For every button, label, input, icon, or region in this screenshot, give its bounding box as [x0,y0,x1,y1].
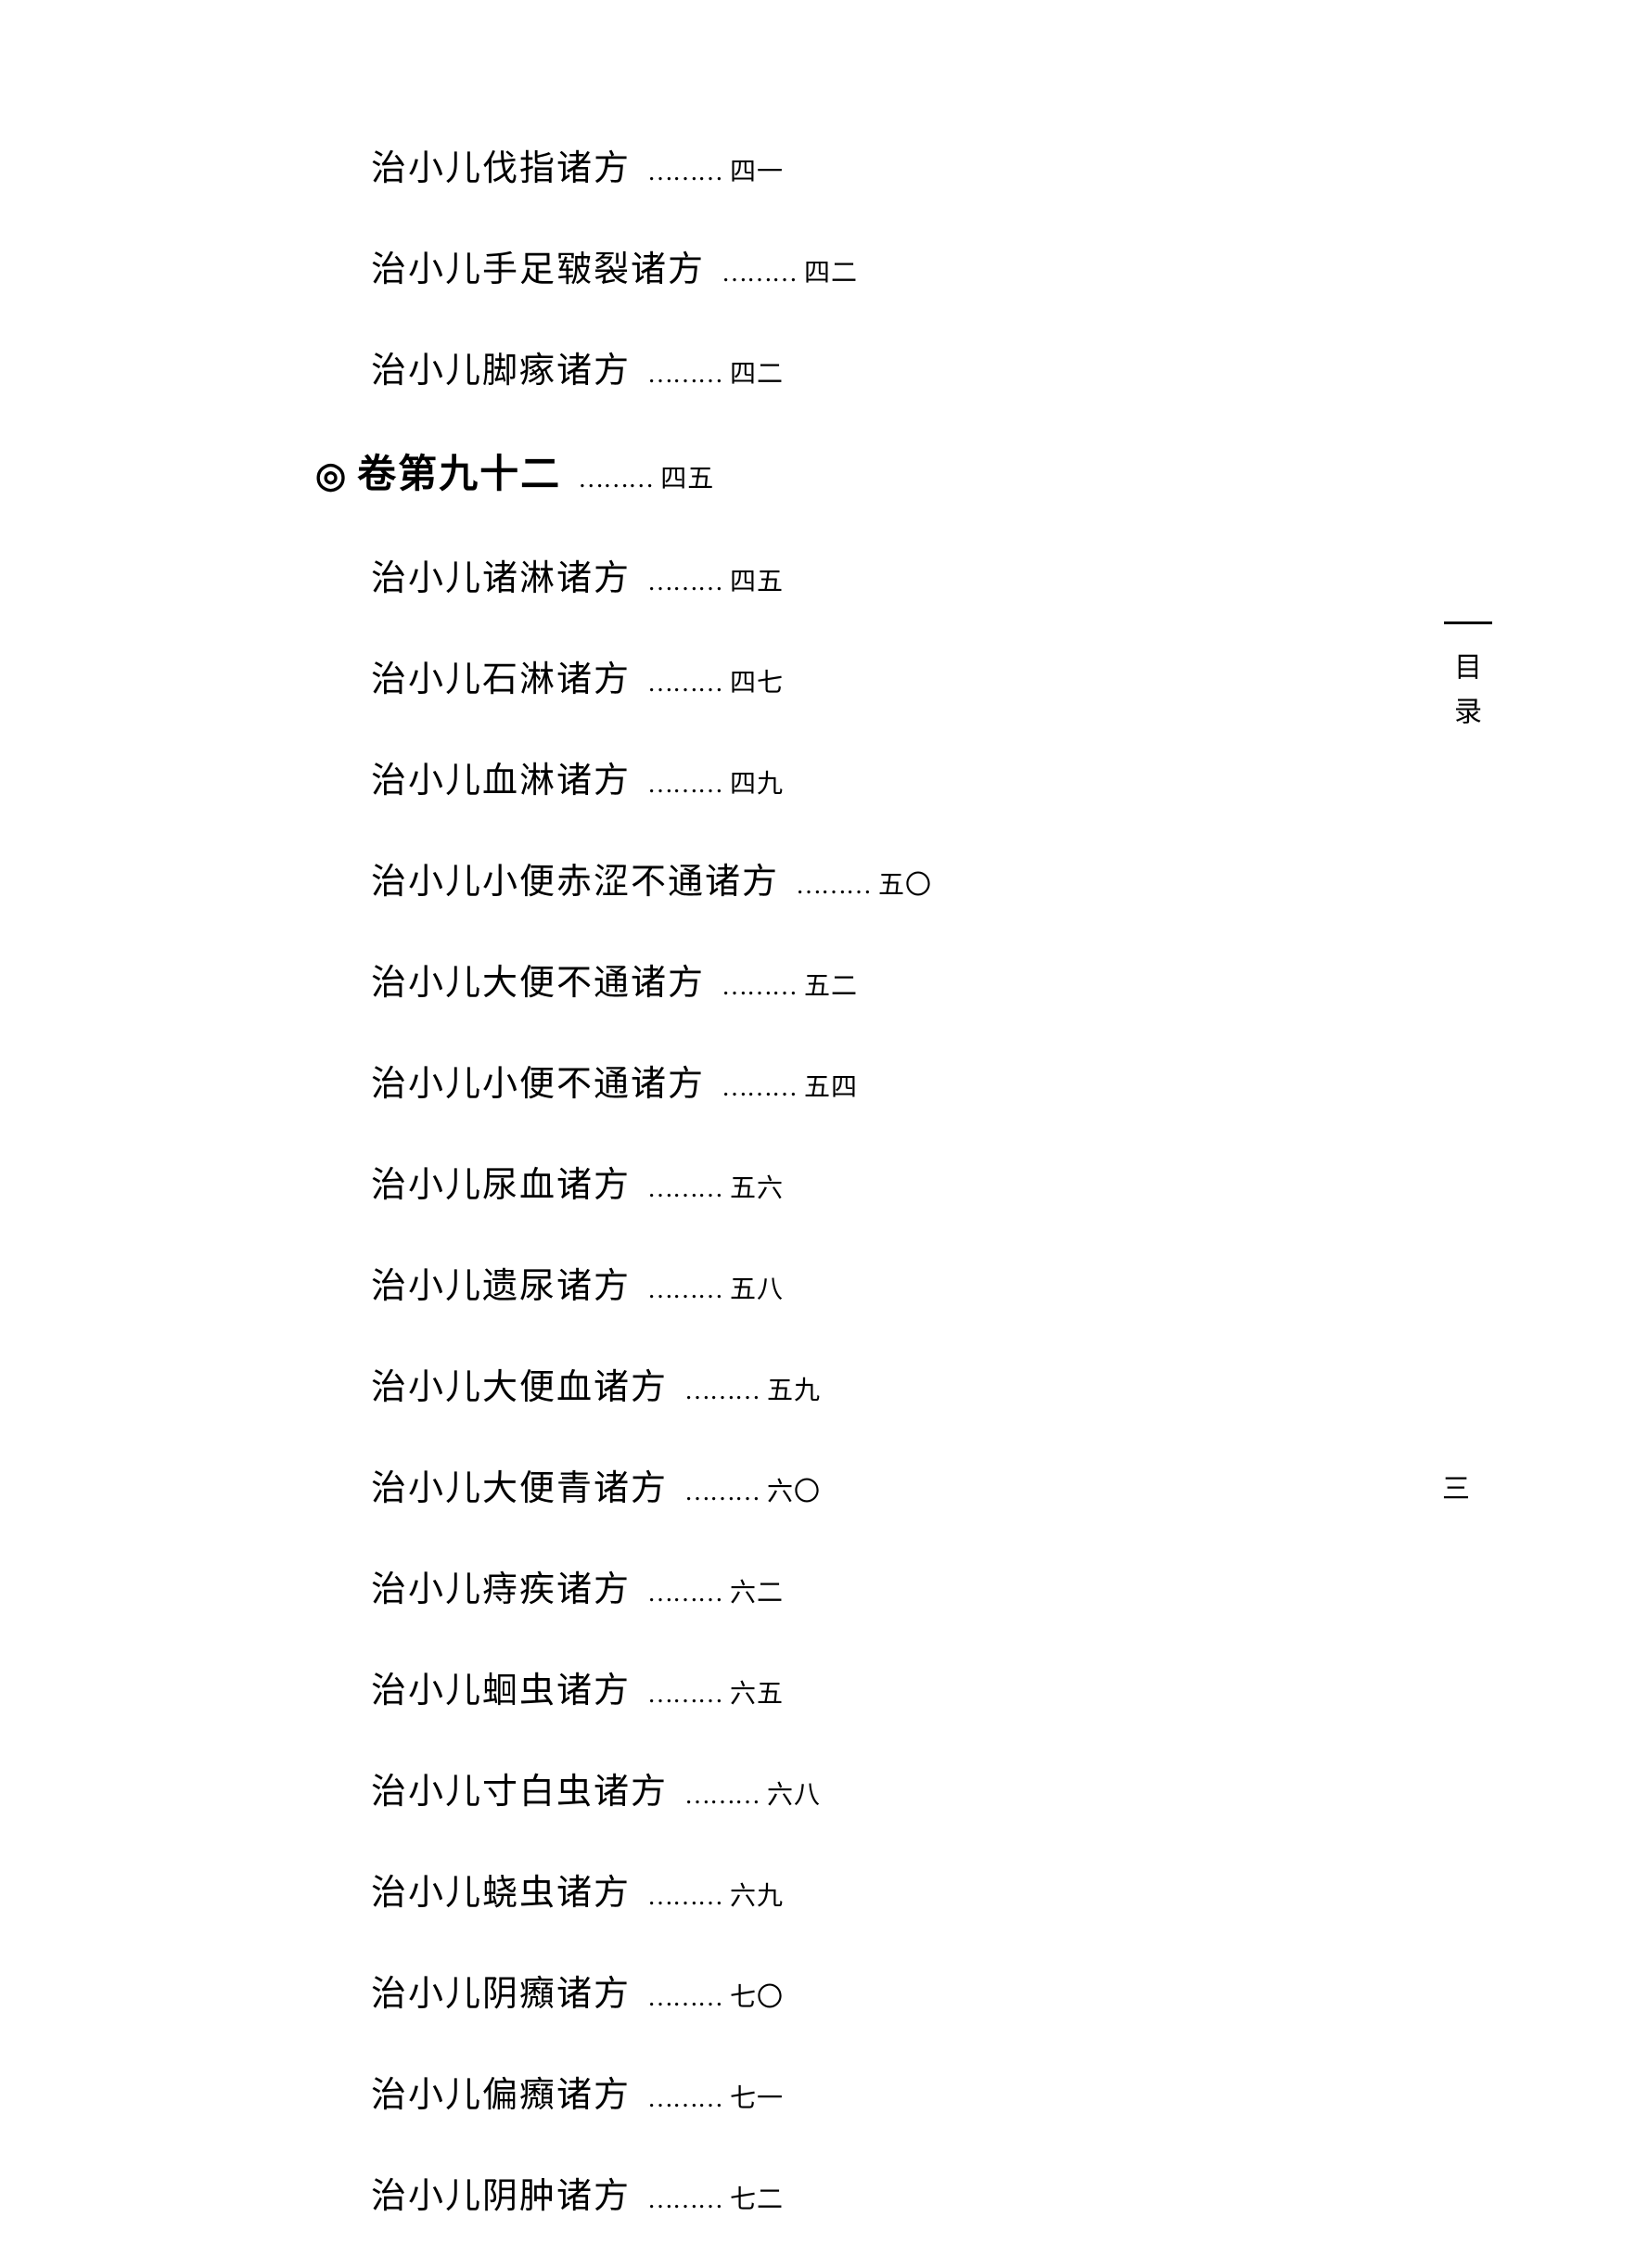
toc-entry-title: 治小儿寸白虫诸方 [371,1762,668,1813]
toc-leader-dots: ……… [647,360,722,390]
toc-entry: 治小儿诸淋诸方 ……… 四五 [315,549,1150,600]
toc-entry: 治小儿血淋诸方 ……… 四九 [315,751,1150,802]
toc-leader-dots: ……… [684,1377,760,1406]
toc-entry-title: 治小儿阴肿诸方 [371,2167,631,2218]
toc-leader-dots: ……… [647,1579,722,1608]
toc-entry-title: 治小儿小便不通诸方 [371,1055,705,1106]
toc-entry-title: 治小儿脚瘃诸方 [371,341,631,392]
toc-entry-page: 七二 [730,2179,784,2216]
toc-entry: 治小儿蛔虫诸方 ……… 六五 [315,1661,1150,1712]
toc-entry-title: 治小儿遗尿诸方 [371,1257,631,1308]
toc-entry: 治小儿遗尿诸方 ……… 五八 [315,1257,1150,1308]
toc-entry-title: 治小儿大便不通诸方 [371,954,705,1005]
toc-entry: 治小儿小便不通诸方 ………五四 [315,1055,1150,1106]
toc-leader-dots: ……… [684,1781,760,1811]
toc-entry-title: 卷第九十二 [357,442,561,499]
toc-content: 治小儿伐指诸方………四一治小儿手足皲裂诸方………四二治小儿脚瘃诸方………四二◎卷… [315,139,1150,2268]
toc-leader-dots: ……… [647,770,722,800]
toc-entry-title: 治小儿小便赤涩不通诸方 [371,852,779,903]
toc-entry: 治小儿石淋诸方 ……… 四七 [315,650,1150,701]
toc-entry-page: 四一 [730,151,784,188]
toc-entry-page: 五〇 [878,865,932,902]
toc-entry-page: 六九 [730,1876,784,1913]
toc-entry-page: 四九 [730,763,784,801]
toc-entry-title: 治小儿尿血诸方 [371,1156,631,1207]
toc-leader-dots: ……… [647,568,722,597]
toc-entry: 治小儿阴肿诸方 ……… 七二 [315,2167,1150,2218]
toc-leader-dots: ……… [647,1174,722,1204]
toc-entry-page: 五六 [730,1168,784,1205]
toc-entry-page: 五八 [730,1269,784,1306]
toc-entry: 治小儿脚瘃诸方 ……… 四二 [315,341,1150,392]
toc-entry: 治小儿尿血诸方 ……… 五六 [315,1156,1150,1207]
toc-entry: 治小儿伐指诸方 ……… 四一 [315,139,1150,190]
toc-entry-page: 四五 [730,561,784,598]
toc-leader-dots: ……… [647,1882,722,1912]
toc-entry: 治小儿大便青诸方 ………六〇 [315,1459,1150,1510]
toc-entry-page: 四二 [804,252,858,289]
toc-leader-dots: ……… [647,1680,722,1710]
toc-entry-page: 五四 [804,1067,858,1104]
side-label-block: 目录 [1444,621,1481,741]
toc-entry-title: 治小儿石淋诸方 [371,650,631,701]
toc-entry-title: 治小儿大便血诸方 [371,1358,668,1409]
toc-entry-page: 四二 [730,353,784,391]
toc-leader-dots: ……… [647,2084,722,2114]
section-marker-icon: ◎ [315,455,346,496]
toc-entry-page: 七〇 [730,1977,784,2014]
toc-leader-dots: ……… [647,158,722,187]
toc-leader-dots: ……… [578,465,653,494]
toc-entry: 治小儿阴㿗诸方 ……… 七〇 [315,1965,1150,2016]
page-number: 三 [1442,1466,1470,1506]
side-label-text: 目录 [1444,652,1485,741]
toc-entry-page: 六五 [730,1673,784,1711]
toc-leader-dots: ……… [647,1275,722,1305]
toc-entry: 治小儿寸白虫诸方 ………六八 [315,1762,1150,1813]
toc-leader-dots: ……… [647,2185,722,2215]
toc-entry-title: 治小儿蛔虫诸方 [371,1661,631,1712]
toc-entry-title: 治小儿阴㿗诸方 [371,1965,631,2016]
toc-leader-dots: ……… [722,1073,797,1103]
toc-entry: 治小儿小便赤涩不通诸方 ………五〇 [315,852,1150,903]
toc-entry-title: 治小儿痔疾诸方 [371,1560,631,1611]
toc-entry-page: 六〇 [767,1471,821,1508]
toc-entry-title: 治小儿血淋诸方 [371,751,631,802]
side-rule [1444,621,1492,624]
toc-entry-page: 五九 [767,1370,821,1407]
toc-leader-dots: ……… [647,669,722,698]
toc-entry: 治小儿大便不通诸方 ………五二 [315,954,1150,1005]
toc-entry-title: 治小儿大便青诸方 [371,1459,668,1510]
toc-entry: 治小儿痔疾诸方 ……… 六二 [315,1560,1150,1611]
toc-section-heading: ◎ 卷第九十二 ………四五 [315,442,1150,499]
toc-entry-page: 四五 [660,458,714,495]
toc-entry: 治小儿手足皲裂诸方 ………四二 [315,240,1150,291]
toc-leader-dots: ……… [722,259,797,288]
toc-entry-page: 七一 [730,2078,784,2115]
toc-entry-title: 治小儿偏㿗诸方 [371,2066,631,2117]
toc-entry-page: 四七 [730,662,784,699]
toc-leader-dots: ……… [684,1478,760,1507]
toc-leader-dots: ……… [796,871,871,901]
toc-entry: 治小儿大便血诸方 ………五九 [315,1358,1150,1409]
toc-entry-title: 治小儿伐指诸方 [371,139,631,190]
toc-entry-title: 治小儿手足皲裂诸方 [371,240,705,291]
toc-entry: 治小儿偏㿗诸方 ……… 七一 [315,2066,1150,2117]
toc-leader-dots: ……… [647,1983,722,2013]
toc-entry-title: 治小儿蛲虫诸方 [371,1864,631,1915]
toc-entry-page: 六二 [730,1572,784,1609]
toc-entry-page: 六八 [767,1775,821,1812]
toc-entry-page: 五二 [804,966,858,1003]
toc-entry: 治小儿蛲虫诸方 ……… 六九 [315,1864,1150,1915]
toc-entry-title: 治小儿诸淋诸方 [371,549,631,600]
toc-leader-dots: ……… [722,972,797,1002]
